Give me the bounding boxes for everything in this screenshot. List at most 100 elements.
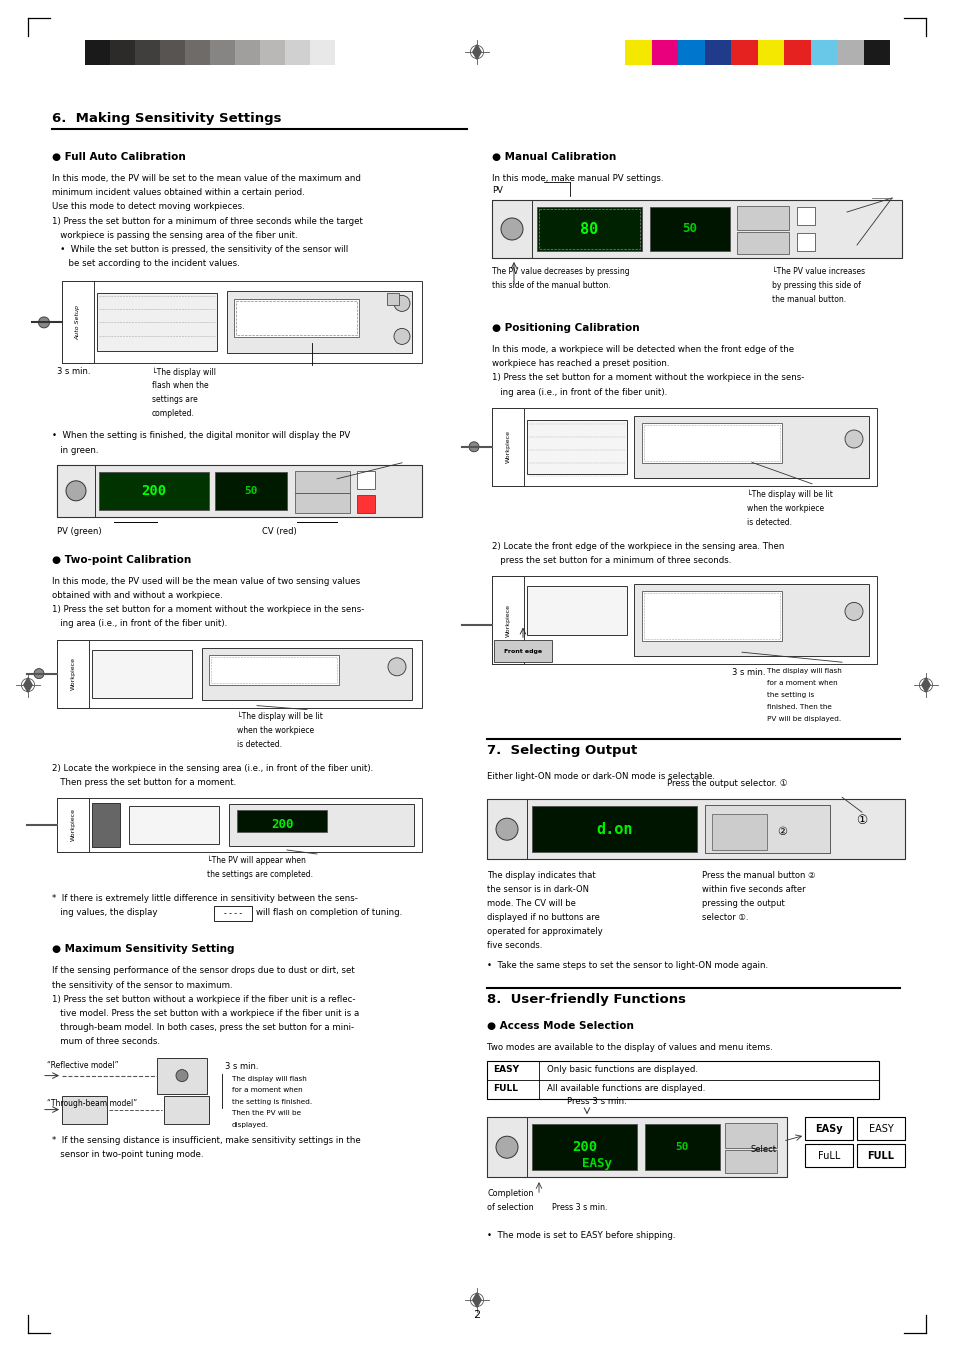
Text: “Through-beam model”: “Through-beam model” [47, 1098, 137, 1108]
Bar [634, 416, 868, 478]
Text: •  The mode is set to EASY before shipping.: • The mode is set to EASY before shippin… [486, 1231, 675, 1240]
Text: the sensitivity of the sensor to maximum.: the sensitivity of the sensor to maximum… [52, 981, 233, 989]
Bar [757, 41, 783, 65]
Bar [285, 41, 310, 65]
Bar [157, 1058, 207, 1093]
Bar [492, 576, 876, 665]
Bar [229, 804, 414, 846]
Text: EASY: EASY [493, 1065, 518, 1074]
Text: FULL: FULL [493, 1085, 517, 1093]
Text: •  While the set button is pressed, the sensitivity of the sensor will: • While the set button is pressed, the s… [52, 245, 348, 254]
Text: •  Take the same steps to set the sensor to light-ON mode again.: • Take the same steps to set the sensor … [486, 961, 767, 970]
Text: workpiece is passing the sensing area of the fiber unit.: workpiece is passing the sensing area of… [52, 231, 297, 239]
Text: 3 s min.: 3 s min. [225, 1062, 258, 1070]
Bar [651, 41, 678, 65]
Text: within five seconds after: within five seconds after [701, 885, 804, 894]
Text: ①: ① [856, 813, 866, 827]
Text: ②: ② [776, 827, 786, 838]
Bar [649, 207, 729, 251]
Bar [492, 200, 532, 258]
Text: ing area (i.e., in front of the fiber unit).: ing area (i.e., in front of the fiber un… [492, 388, 666, 397]
Bar [185, 41, 210, 65]
Text: └The display will be lit: └The display will be lit [236, 712, 322, 721]
Bar [526, 586, 626, 635]
Bar [856, 1117, 904, 1140]
Text: In this mode, the PV will be set to the mean value of the maximum and: In this mode, the PV will be set to the … [52, 174, 360, 182]
Text: displayed.: displayed. [232, 1121, 269, 1128]
Circle shape [34, 669, 44, 678]
Bar [211, 657, 336, 682]
Text: ● Access Mode Selection: ● Access Mode Selection [486, 1021, 633, 1031]
Text: sensor in two-point tuning mode.: sensor in two-point tuning mode. [52, 1150, 203, 1159]
Text: d.on: d.on [596, 821, 632, 836]
Text: PV: PV [492, 186, 502, 195]
Bar [164, 1096, 209, 1124]
Text: Auto Setup: Auto Setup [75, 305, 80, 340]
Text: the settings are completed.: the settings are completed. [207, 870, 313, 880]
Text: Completion: Completion [486, 1189, 533, 1198]
Circle shape [175, 1070, 188, 1082]
Text: PV (green): PV (green) [57, 527, 102, 536]
Bar [644, 1124, 720, 1170]
Text: Workpiece: Workpiece [71, 657, 75, 690]
Bar [91, 650, 192, 697]
Bar [99, 471, 209, 509]
Text: selector ①.: selector ①. [701, 913, 748, 923]
Text: 1) Press the set button for a moment without the workpiece in the sens-: 1) Press the set button for a moment wit… [52, 605, 364, 615]
Bar [796, 207, 814, 226]
Text: Either light-ON mode or dark-ON mode is selectable.: Either light-ON mode or dark-ON mode is … [486, 773, 714, 781]
Polygon shape [473, 45, 480, 59]
Text: five seconds.: five seconds. [486, 942, 542, 950]
Bar [387, 293, 398, 305]
Text: *  If the sensing distance is insufficient, make sensitivity settings in the: * If the sensing distance is insufficien… [52, 1136, 360, 1144]
Text: Use this mode to detect moving workpieces.: Use this mode to detect moving workpiece… [52, 203, 245, 211]
Text: Press 3 s min.: Press 3 s min. [566, 1097, 626, 1106]
Text: EASY: EASY [868, 1124, 892, 1133]
Bar [796, 232, 814, 251]
Bar [643, 593, 780, 639]
Circle shape [394, 296, 410, 311]
Text: the setting is finished.: the setting is finished. [232, 1098, 312, 1105]
Text: for a moment when: for a moment when [232, 1088, 302, 1093]
Bar [57, 798, 421, 852]
Bar [110, 41, 135, 65]
Circle shape [496, 1136, 517, 1158]
Bar [624, 41, 651, 65]
Text: FuLL: FuLL [817, 1151, 840, 1161]
Bar [97, 293, 216, 351]
Text: when the workpiece: when the workpiece [236, 725, 314, 735]
Circle shape [38, 317, 50, 328]
Text: Workpiece: Workpiece [505, 604, 510, 636]
Text: Press the output selector. ①: Press the output selector. ① [666, 780, 786, 788]
Text: finished. Then the: finished. Then the [766, 704, 831, 711]
Text: ● Full Auto Calibration: ● Full Auto Calibration [52, 153, 186, 162]
Text: displayed if no buttons are: displayed if no buttons are [486, 913, 599, 923]
Text: Select: Select [749, 1146, 775, 1154]
Circle shape [469, 442, 478, 451]
Text: The PV value decreases by pressing: The PV value decreases by pressing [492, 267, 629, 276]
Text: Press 3 s min.: Press 3 s min. [552, 1204, 607, 1212]
Text: when the workpiece: when the workpiece [746, 504, 823, 513]
Text: flash when the: flash when the [152, 381, 209, 390]
Bar [492, 408, 876, 486]
Bar [492, 576, 523, 665]
Text: •  When the setting is finished, the digital monitor will display the PV: • When the setting is finished, the digi… [52, 431, 350, 440]
Text: *  If there is extremely little difference in sensitivity between the sens-: * If there is extremely little differenc… [52, 894, 357, 902]
Text: The display indicates that: The display indicates that [486, 871, 595, 881]
Bar [234, 41, 260, 65]
Text: 3 s min.: 3 s min. [57, 367, 91, 377]
Text: └The PV value increases: └The PV value increases [771, 267, 864, 276]
Bar [236, 811, 327, 832]
Bar [804, 1144, 852, 1167]
Bar [486, 800, 904, 859]
Bar [641, 423, 781, 463]
Text: All available functions are displayed.: All available functions are displayed. [546, 1085, 704, 1093]
Text: will flash on completion of tuning.: will flash on completion of tuning. [255, 908, 402, 917]
Text: ing area (i.e., in front of the fiber unit).: ing area (i.e., in front of the fiber un… [52, 619, 227, 628]
Bar [235, 301, 356, 335]
Bar [294, 493, 350, 513]
Text: 80: 80 [579, 222, 598, 236]
Text: completed.: completed. [152, 409, 194, 419]
Text: Two modes are available to the display of values and menu items.: Two modes are available to the display o… [486, 1043, 772, 1052]
Circle shape [388, 658, 406, 676]
